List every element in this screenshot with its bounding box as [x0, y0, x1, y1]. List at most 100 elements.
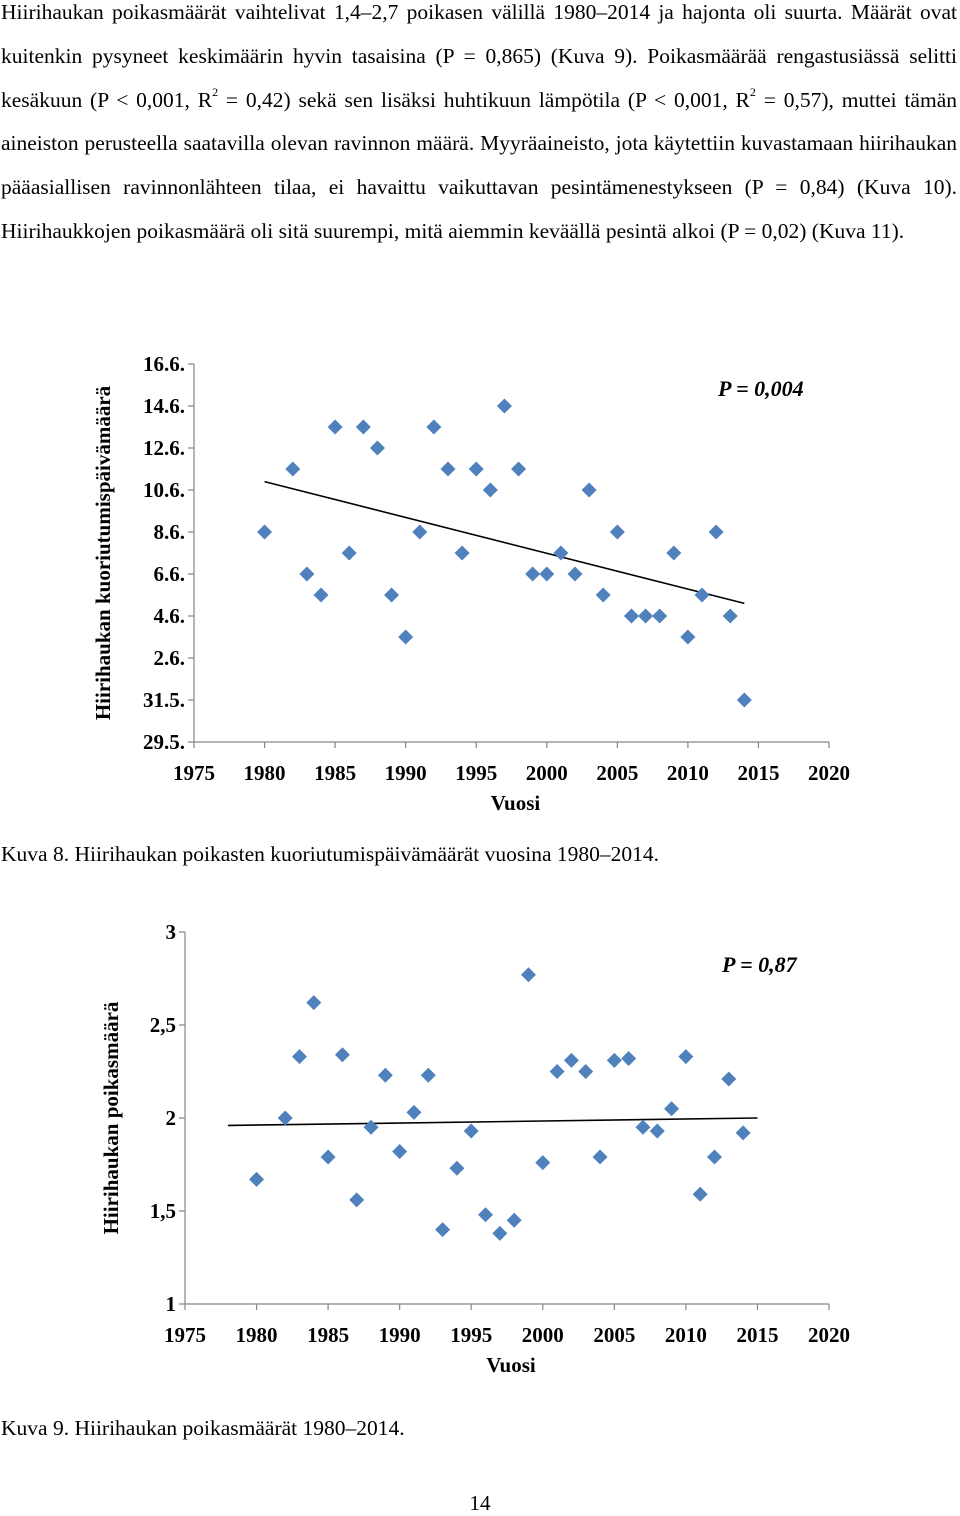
- y-tick-label: 3: [166, 920, 177, 944]
- data-point-marker: [257, 524, 273, 540]
- data-point-marker: [463, 1123, 479, 1139]
- y-tick-label: 4.6.: [154, 604, 186, 628]
- data-point-marker: [735, 1125, 751, 1141]
- data-point-marker: [492, 1225, 508, 1241]
- data-point-marker: [277, 1110, 293, 1126]
- x-tick-label: 1990: [379, 1323, 421, 1347]
- y-tick-label: 1: [166, 1292, 177, 1316]
- p-value-annotation: P = 0,87: [721, 952, 798, 977]
- data-point-marker: [678, 1049, 694, 1065]
- body-paragraph: Hiirihaukan poikasmäärät vaihtelivat 1,4…: [1, 0, 957, 254]
- data-point-marker: [363, 1119, 379, 1135]
- x-tick-label: 2005: [596, 761, 638, 785]
- y-tick-label: 29.5.: [143, 730, 185, 754]
- p-value-text: = 0,004: [731, 376, 804, 401]
- data-point-marker: [449, 1160, 465, 1176]
- data-point-marker: [299, 566, 315, 582]
- data-point-marker: [592, 1149, 608, 1165]
- data-point-marker: [694, 587, 710, 603]
- data-point-marker: [291, 1049, 307, 1065]
- data-point-marker: [736, 692, 752, 708]
- data-point-marker: [327, 419, 343, 435]
- data-point-marker: [506, 1212, 522, 1228]
- data-point-marker: [426, 419, 442, 435]
- data-point-marker: [707, 1149, 723, 1165]
- data-point-marker: [377, 1067, 393, 1083]
- superscript-1: 2: [212, 85, 219, 100]
- data-point-marker: [412, 524, 428, 540]
- data-point-marker: [355, 419, 371, 435]
- data-point-marker: [420, 1067, 436, 1083]
- x-tick-label: 2005: [593, 1323, 635, 1347]
- x-tick-label: 2000: [522, 1323, 564, 1347]
- data-point-marker: [721, 1071, 737, 1087]
- x-tick-label: 2015: [737, 761, 779, 785]
- data-point-marker: [313, 587, 329, 603]
- data-point-marker: [482, 482, 498, 498]
- data-point-marker: [384, 587, 400, 603]
- x-tick-label: 2015: [736, 1323, 778, 1347]
- y-tick-label: 10.6.: [143, 478, 185, 502]
- data-point-marker: [652, 608, 668, 624]
- x-tick-label: 2020: [808, 1323, 850, 1347]
- data-point-marker: [285, 461, 301, 477]
- data-point-marker: [539, 566, 555, 582]
- data-point-marker: [553, 545, 569, 561]
- data-point-marker: [581, 482, 597, 498]
- y-tick-label: 8.6.: [154, 520, 186, 544]
- data-point-marker: [549, 1064, 565, 1079]
- data-point-marker: [621, 1050, 637, 1066]
- figure-8-scatter-chart: 29.5. 31.5. 2.6. 4.6. 6.6. 8.6. 10.6. 12.6. 14.6…: [91, 352, 850, 815]
- x-tick-label: 2000: [526, 761, 568, 785]
- y-tick-label: 31.5.: [143, 688, 185, 712]
- x-tick-label: 2020: [808, 761, 850, 785]
- figure-9-caption: Kuva 9. Hiirihaukan poikasmäärät 1980–20…: [1, 1416, 405, 1440]
- data-point-marker: [496, 398, 512, 414]
- data-point-marker: [649, 1123, 665, 1139]
- data-point-marker: [708, 524, 724, 540]
- figure-8-caption: Kuva 8. Hiirihaukan poikasten kuoriutumi…: [1, 842, 660, 866]
- y-axis-title: Hiirihaukan poikasmäärä: [99, 1001, 123, 1234]
- paragraph-text-1: Hiirihaukan poikasmäärät vaihtelivat 1,4…: [1, 0, 957, 112]
- data-point-marker: [406, 1104, 422, 1120]
- data-point-marker: [334, 1047, 350, 1063]
- y-tick-label: 12.6.: [143, 436, 185, 460]
- y-tick-label: 1,5: [150, 1199, 176, 1223]
- data-point-marker: [595, 587, 611, 603]
- data-point-marker: [680, 629, 696, 645]
- figure-9-scatter-chart: 1 1,5 2 2,5 3 1975 1980 1985 1990 1995 2000 2005 201…: [99, 920, 850, 1377]
- x-tick-label: 1980: [244, 761, 286, 785]
- y-axis-title: Hiirihaukan kuoriutumispäivämäärä: [91, 385, 115, 720]
- page-number: 14: [469, 1491, 491, 1515]
- data-point-marker: [578, 1064, 594, 1079]
- data-point-marker: [638, 608, 654, 624]
- x-tick-label: 1985: [314, 761, 356, 785]
- data-point-marker: [435, 1222, 451, 1238]
- x-tick-label: 2010: [667, 761, 709, 785]
- y-tick-label: 2.6.: [154, 646, 186, 670]
- x-axis-title: Vuosi: [491, 791, 541, 815]
- x-tick-label: 1975: [164, 1323, 206, 1347]
- data-point-marker: [692, 1186, 708, 1202]
- p-value-text: = 0,87: [735, 952, 798, 977]
- p-value-annotation: P = 0,004: [717, 376, 804, 401]
- x-tick-label: 1985: [307, 1323, 349, 1347]
- data-point-marker: [664, 1101, 680, 1117]
- trend-line: [227, 1117, 758, 1127]
- data-point-marker: [392, 1143, 408, 1159]
- x-tick-label: 1995: [455, 761, 497, 785]
- data-point-marker: [369, 440, 385, 456]
- paragraph-text-3: = 0,57), muttei tämän aineiston perustee…: [1, 87, 957, 243]
- data-point-marker: [349, 1192, 365, 1208]
- data-point-marker: [468, 461, 484, 477]
- x-tick-label: 1990: [385, 761, 427, 785]
- y-tick-label: 16.6.: [143, 352, 185, 376]
- data-point-marker: [525, 566, 541, 582]
- trend-line: [264, 480, 745, 605]
- data-point-marker: [398, 629, 414, 645]
- data-point-marker: [520, 967, 536, 983]
- data-point-marker: [320, 1149, 336, 1165]
- data-point-marker: [306, 995, 322, 1011]
- x-axis-title: Vuosi: [486, 1353, 536, 1377]
- data-point-marker: [609, 524, 625, 540]
